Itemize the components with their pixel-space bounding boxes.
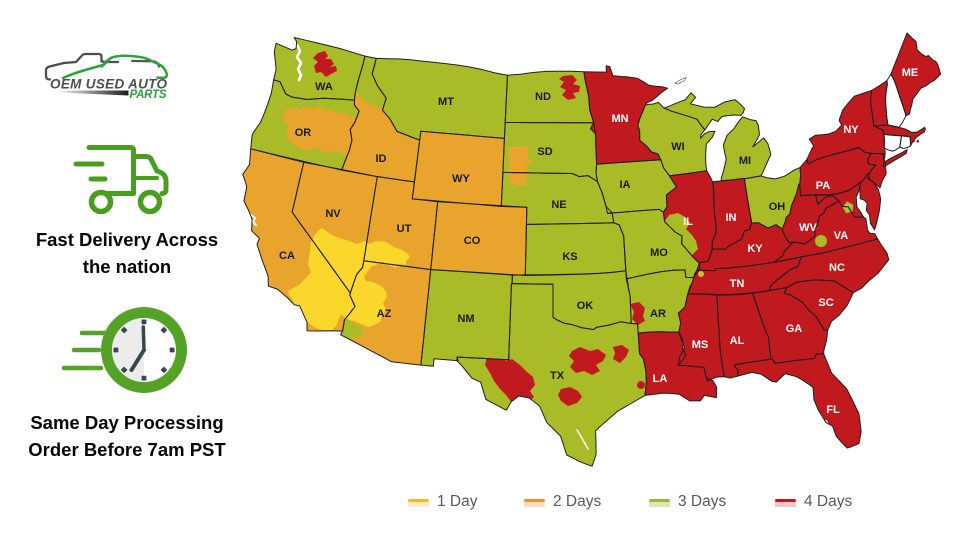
svg-text:KS: KS xyxy=(562,251,577,263)
svg-text:IL: IL xyxy=(683,216,693,228)
svg-text:AR: AR xyxy=(650,308,666,320)
svg-text:WY: WY xyxy=(452,173,470,185)
svg-text:MT: MT xyxy=(438,96,454,108)
svg-text:IN: IN xyxy=(726,212,737,224)
svg-text:AL: AL xyxy=(730,335,745,347)
svg-text:OH: OH xyxy=(769,201,786,213)
svg-text:WA: WA xyxy=(315,81,333,93)
svg-text:NC: NC xyxy=(829,262,845,274)
svg-text:FL: FL xyxy=(826,404,840,416)
svg-text:MO: MO xyxy=(650,247,668,259)
svg-text:SD: SD xyxy=(537,146,552,158)
svg-text:SC: SC xyxy=(818,297,833,309)
svg-text:NY: NY xyxy=(843,124,859,136)
svg-text:CO: CO xyxy=(464,235,481,247)
svg-text:UT: UT xyxy=(397,223,412,235)
svg-text:ND: ND xyxy=(535,91,551,103)
svg-text:PA: PA xyxy=(816,180,831,192)
svg-text:MN: MN xyxy=(611,113,628,125)
svg-text:KY: KY xyxy=(747,243,763,255)
svg-text:NE: NE xyxy=(551,199,566,211)
svg-text:NV: NV xyxy=(325,208,341,220)
svg-text:OK: OK xyxy=(577,300,594,312)
svg-text:PARTS: PARTS xyxy=(130,89,167,101)
svg-text:IA: IA xyxy=(620,179,631,191)
svg-text:VA: VA xyxy=(834,230,849,242)
svg-text:OEM USED AUTO: OEM USED AUTO xyxy=(50,77,167,92)
svg-text:TN: TN xyxy=(730,278,745,290)
svg-text:ME: ME xyxy=(902,67,919,79)
svg-text:TX: TX xyxy=(550,370,565,382)
svg-text:OR: OR xyxy=(295,127,312,139)
svg-text:MS: MS xyxy=(692,339,709,351)
svg-text:ID: ID xyxy=(376,153,387,165)
svg-text:GA: GA xyxy=(786,323,803,335)
svg-text:NM: NM xyxy=(457,313,474,325)
svg-text:LA: LA xyxy=(653,373,668,385)
svg-text:MI: MI xyxy=(739,155,751,167)
svg-text:AZ: AZ xyxy=(377,308,392,320)
svg-text:CA: CA xyxy=(279,250,295,262)
svg-text:WV: WV xyxy=(799,222,817,234)
svg-text:WI: WI xyxy=(671,141,684,153)
